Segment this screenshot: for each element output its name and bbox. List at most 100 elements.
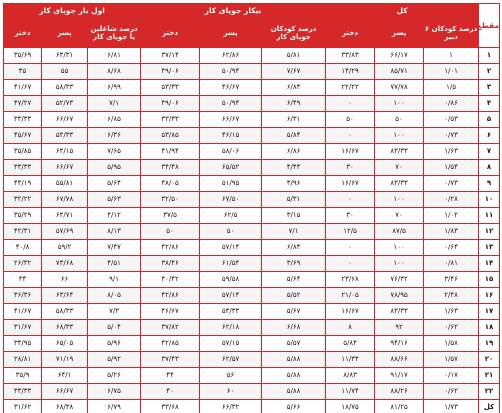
table-cell: ۳۲/۵۰	[141, 192, 200, 208]
table-row: ۱ ۱ ۶۶/۱۷ ۳۳/۸۳ ۵/۸۱ ۶۲/۸۶ ۳۷/۱۴ ۶/۸۱ ۶۴/۳۱ ۳۵/۶۹	[4, 48, 500, 64]
table-cell: ۳۲/۲۲	[4, 192, 42, 208]
table-cell: ۶۲/۱۸	[200, 320, 262, 336]
table-cell: ۷/۱	[262, 224, 326, 240]
table-cell: ۳۱/۶۷	[4, 320, 42, 336]
table-row: ۲ ۱/۰۱ ۸۵/۷۱ ۱۴/۲۹ ۷/۶۷ ۵۰/۹۴ ۴۹/۰۶ ۸/۶۸ ۵۵ ۴۵	[4, 64, 500, 80]
table-cell: ۶۶/۶۷	[42, 112, 88, 128]
table-cell: ۷/۶۷	[262, 64, 326, 80]
table-row: ۱۷ ۱/۶۳ ۸۳/۳۳ ۱۶/۶۷ ۵/۶۷ ۵۳/۳۳ ۴۶/۶۷ ۷/۳ ۵۸/۳۳ ۴۱…	[4, 304, 500, 320]
table-cell: ۶۴/۳۱	[42, 48, 88, 64]
table-cell: ۶۶/۶۷	[42, 160, 88, 176]
row-label: ۱۶	[479, 288, 500, 304]
table-cell: ۱۰۰	[375, 128, 424, 144]
table-cell: ۵۰/۹۴	[200, 64, 262, 80]
table-cell: ۱/۵۷	[424, 352, 479, 368]
table-row: ۶ ۰/۷۳ ۱۰۰ ۰ ۵/۸۴ ۴۶/۱۵ ۵۳/۸۵ ۶/۳۶ ۵۴/۳۳ ۴۵/۶۷	[4, 128, 500, 144]
table-cell: ۵/۶۶	[262, 400, 326, 413]
row-label: ۸	[479, 160, 500, 176]
table-cell: ۹۴/۱۶	[375, 336, 424, 352]
table-cell: ۶۶/۶۷	[42, 384, 88, 400]
table-cell: ۵/۶۷	[262, 304, 326, 320]
table-row: ۱۳ ۰/۶۴ ۱۰۰ ۰ ۶/۸۳ ۵۷/۱۴ ۴۲/۸۶ ۷/۴۷ ۵۹/۲ ۴۰/۸	[4, 240, 500, 256]
table-cell: ۵۰	[326, 112, 375, 128]
table-cell: ۰/۶۲	[424, 320, 479, 336]
table-cell: ۷۰	[375, 160, 424, 176]
table-cell: ۷۰	[375, 208, 424, 224]
table-cell: ۸/۶۸	[88, 64, 141, 80]
row-label: ۷	[479, 144, 500, 160]
table-cell: ۳۳/۳۳	[141, 112, 200, 128]
table-header: مقطع کل بیکار جویای کار اول بار جویای کا…	[4, 4, 500, 48]
table-cell: ۳۷/۱۴	[141, 48, 200, 64]
row-label: ۶	[479, 128, 500, 144]
table-cell: ۱۴/۲۹	[326, 64, 375, 80]
table-cell: ۳۵/۲۹	[4, 208, 42, 224]
table-cell: ۱۰۰	[375, 240, 424, 256]
table-cell: ۴۱/۶۷	[4, 80, 42, 96]
table-cell: ۷/۱	[88, 96, 141, 112]
table-cell: ۳۳/۳۳	[4, 160, 42, 176]
table-cell: ۴۲/۸۶	[141, 288, 200, 304]
table-row: ۵ ۰/۵۳ ۵۰ ۵۰ ۶/۳۱ ۶۶/۶۷ ۳۳/۳۳ ۶/۸۵ ۶۶/۶۷ ۳۳/۳۳	[4, 112, 500, 128]
table-row: ۲۱ ۰/۱۷ ۹۱/۱۷ ۸/۸۳ ۵/۸۸ ۵۶ ۴۴ ۵/۲۶ ۶۴/۱ ۳۵/۹	[4, 368, 500, 384]
table-cell: ۵۰	[141, 224, 200, 240]
table-cell: ۵۰/۹۴	[200, 96, 262, 112]
table-cell: ۶۶/۱۷	[375, 48, 424, 64]
table-cell: ۴/۱۲	[88, 208, 141, 224]
table-cell: ۴۶/۶۷	[200, 80, 262, 96]
table-cell: ۶/۸۶	[262, 144, 326, 160]
table-cell: ۴۶/۱۵	[200, 128, 262, 144]
table-cell: ۲۱/۰۵	[326, 288, 375, 304]
table-cell: ۵۰	[375, 112, 424, 128]
table-cell: ۶۴/۱	[42, 368, 88, 384]
table-cell: ۶/۴۹	[262, 96, 326, 112]
table-cell: ۸۸/۲۶	[375, 384, 424, 400]
table-row: ۱۱ ۱/۰۲ ۷۰ ۳۰ ۳/۱۵ ۶۲/۵ ۳۷/۵ ۴/۱۲ ۶۴/۷۱ ۳۵/۲۹	[4, 208, 500, 224]
table-cell: ۵۷/۱۴	[200, 288, 262, 304]
row-label: ۳	[479, 80, 500, 96]
table-cell: ۴/۵۱	[88, 256, 141, 272]
row-label: ۱	[479, 48, 500, 64]
row-label: ۲۲	[479, 384, 500, 400]
table-cell: ۶۴/۷۱	[42, 208, 88, 224]
table-row: ۱۰ ۰/۲۸ ۱۰۰ ۰ ۵/۳۱ ۶۷/۵۰ ۳۲/۵۰ ۵/۶۳ ۶۷/۷۸ ۳۲/۲۲	[4, 192, 500, 208]
table-cell: ۰/۵۳	[424, 112, 479, 128]
table-cell: ۶/۸۳	[262, 240, 326, 256]
table-cell: ۵/۸۸	[262, 368, 326, 384]
table-cell: ۶۴/۱۵	[42, 144, 88, 160]
table-cell: ۸/۸۳	[326, 368, 375, 384]
table-cell: ۵/۲۶	[88, 368, 141, 384]
table-cell: ۷۷/۷۸	[375, 80, 424, 96]
table-cell: ۱۲/۵	[326, 224, 375, 240]
table-cell: ۰/۱۷	[424, 368, 479, 384]
column-header: پسر	[200, 19, 262, 48]
table-cell: ۶/۳۶	[88, 128, 141, 144]
table-cell: ۶۶	[42, 272, 88, 288]
table-cell: ۱/۵	[424, 80, 479, 96]
table-cell: ۵/۰۴	[88, 320, 141, 336]
row-label: ۱۴	[479, 256, 500, 272]
table-cell: ۱/۵۸	[424, 336, 479, 352]
table-cell: ۵/۶۴	[262, 272, 326, 288]
table-cell: ۴/۹۶	[262, 176, 326, 192]
table-cell: ۸/۱۳	[88, 224, 141, 240]
table-row: کل ۱/۷۳ ۸۱/۲۵ ۱۸/۷۵ ۵/۶۶ ۶۶/۳۲ ۳۳/۶۸ ۶/۷۹ ۶۸/۳۸ ۳…	[4, 400, 500, 413]
table-cell: ۴۵	[4, 64, 42, 80]
table-cell: ۶/۳۱	[262, 112, 326, 128]
table-cell: ۰/۶۲	[424, 384, 479, 400]
table-cell: ۶۵/۰۵	[42, 336, 88, 352]
row-label: ۱۵	[479, 272, 500, 288]
table-cell: ۵/۵۲	[262, 288, 326, 304]
table-cell: ۶۸/۳۸	[42, 400, 88, 413]
table-cell: ۳۵/۹	[4, 368, 42, 384]
table-cell: ۴۰/۸	[4, 240, 42, 256]
table-cell: ۷۳/۶۸	[42, 256, 88, 272]
table-cell: ۴۶/۶۷	[141, 304, 200, 320]
table-cell: ۳۳/۳۳	[4, 384, 42, 400]
table-cell: ۱۱/۳۴	[326, 352, 375, 368]
table-cell: ۵/۸۸	[262, 384, 326, 400]
column-header: درصد کودکان جویای کار	[262, 19, 326, 48]
table-cell: ۸۸/۶۶	[375, 352, 424, 368]
table-cell: ۳۴/۴۸	[141, 160, 200, 176]
row-label: کل	[479, 400, 500, 413]
